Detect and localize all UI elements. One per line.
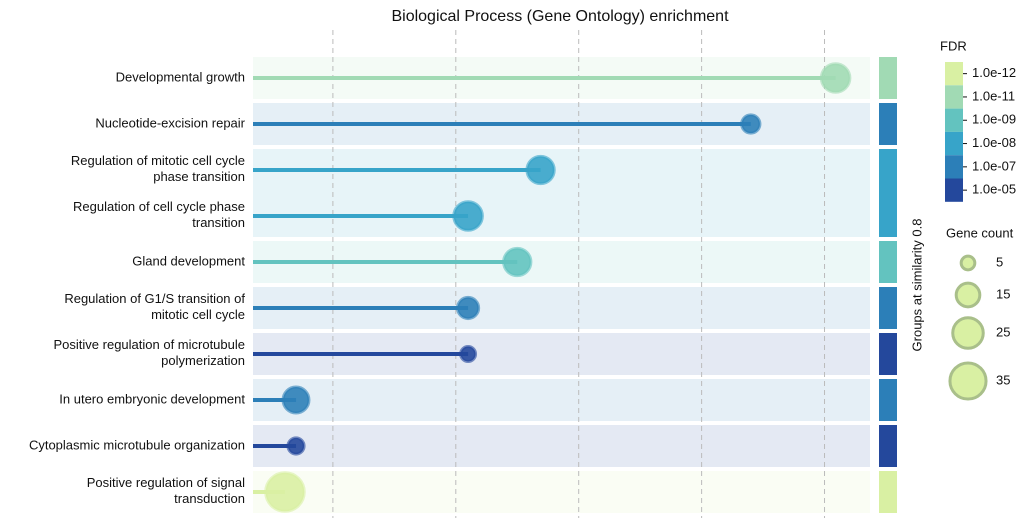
group-bar	[879, 103, 897, 145]
colorbar-label: 1.0e-08	[972, 135, 1016, 150]
colorbar-label: 1.0e-11	[972, 88, 1015, 103]
colorbar-label: 1.0e-09	[972, 112, 1016, 127]
size-legend-label: 35	[996, 372, 1010, 387]
group-band	[253, 379, 870, 421]
size-legend-label: 15	[996, 286, 1010, 301]
size-legend-title: Gene count	[946, 225, 1014, 240]
y-tick-label: Gland development	[132, 253, 245, 268]
group-bar	[879, 471, 897, 513]
dot	[264, 471, 306, 513]
y-tick-label: Positive regulation of signal transductio…	[87, 475, 245, 506]
colorbar-segment	[945, 108, 963, 132]
fdr-legend-title: FDR	[940, 38, 967, 53]
y-tick-label: Regulation of mitotic cell cycle phase tr…	[71, 153, 245, 184]
colorbar-segment	[945, 155, 963, 179]
colorbar-label: 1.0e-12	[972, 65, 1016, 80]
size-legend-label: 25	[996, 324, 1010, 339]
y-tick-label: Developmental growth	[116, 69, 245, 84]
y-tick-label: Regulation of cell cycle phase transition	[73, 199, 245, 230]
y-tick-label: Regulation of G1/S transition of mitotic …	[64, 291, 245, 322]
group-bar	[879, 379, 897, 421]
group-bar	[879, 241, 897, 283]
y-tick-label: Positive regulation of microtubule polyme…	[54, 337, 246, 368]
dot	[281, 385, 311, 415]
group-band	[253, 471, 870, 513]
group-label: Groups at similarity 0.8	[909, 219, 924, 352]
colorbar-label: 1.0e-05	[972, 182, 1016, 197]
dot	[459, 345, 478, 363]
group-bar	[879, 333, 897, 375]
chart-title: Biological Process (Gene Ontology) enric…	[391, 8, 729, 25]
size-legend-dot	[951, 316, 985, 350]
dot	[819, 62, 852, 94]
dot	[456, 295, 481, 321]
y-tick-label: In utero embryonic development	[59, 391, 245, 406]
colorbar-label: 1.0e-07	[972, 158, 1016, 173]
colorbar-segment	[945, 178, 963, 202]
group-bar	[879, 287, 897, 329]
size-legend-dot	[954, 281, 982, 309]
dot	[286, 436, 306, 456]
size-legend-dot	[948, 361, 988, 401]
group-bar	[879, 57, 897, 99]
dot	[740, 113, 762, 135]
size-legend-dot	[959, 254, 977, 272]
group-band	[253, 425, 870, 467]
colorbar-segment	[945, 85, 963, 109]
dot	[502, 246, 533, 278]
dot	[452, 200, 484, 232]
group-bar	[879, 149, 897, 237]
group-bar	[879, 425, 897, 467]
y-tick-label: Cytoplasmic microtubule organization	[29, 437, 245, 452]
y-tick-label: Nucleotide-excision repair	[95, 115, 245, 130]
dot	[525, 154, 556, 186]
group-band	[253, 149, 870, 237]
colorbar-segment	[945, 131, 963, 156]
size-legend-label: 5	[996, 254, 1003, 269]
colorbar-segment	[945, 62, 963, 86]
